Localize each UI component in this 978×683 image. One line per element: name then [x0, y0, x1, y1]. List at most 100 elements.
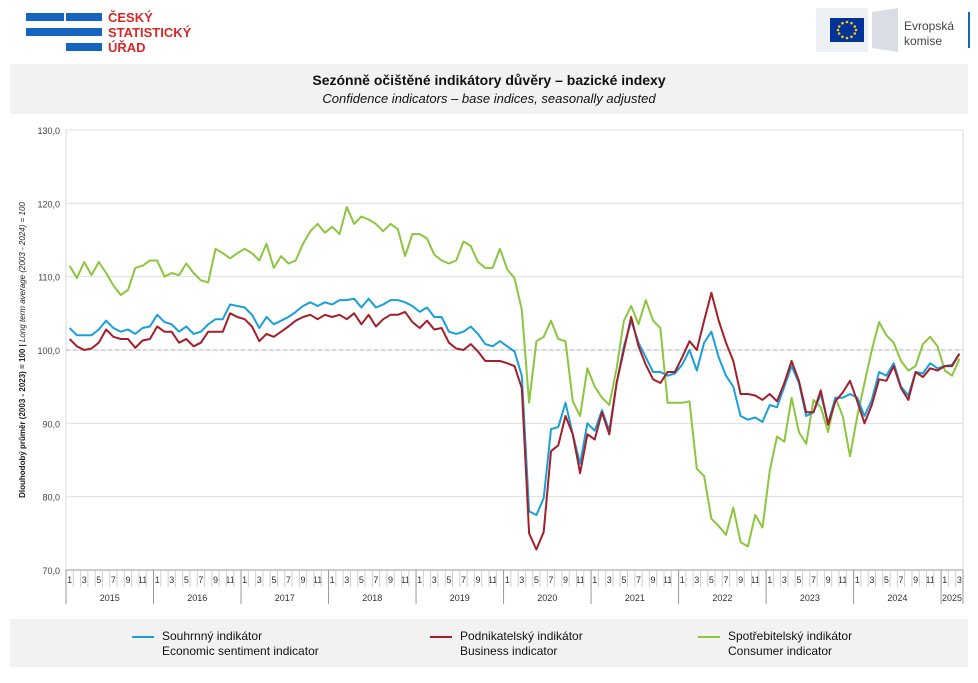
csu-logo-text: ÚŘAD — [108, 40, 146, 55]
x-tick-label: 11 — [400, 575, 409, 585]
x-tick-label: 3 — [957, 575, 962, 585]
x-tick-label: 1 — [67, 575, 72, 585]
x-year-label: 2020 — [537, 593, 557, 603]
chart-subtitle: Confidence indicators – base indices, se… — [322, 91, 656, 106]
x-tick-label: 3 — [169, 575, 174, 585]
x-tick-label: 3 — [782, 575, 787, 585]
logo-bar — [66, 13, 102, 21]
x-tick-label: 5 — [184, 575, 189, 585]
y-tick-label: 90,0 — [42, 419, 60, 429]
x-tick-label: 11 — [926, 575, 935, 585]
x-tick-label: 9 — [826, 575, 831, 585]
ec-logo-text: Evropská — [904, 19, 954, 33]
legend-swatch-sentiment — [132, 636, 154, 638]
csu-logo: ČESKÝ STATISTICKÝ ÚŘAD — [26, 10, 192, 55]
x-tick-label: 9 — [301, 575, 306, 585]
x-tick-label: 9 — [476, 575, 481, 585]
x-year-label: 2016 — [187, 593, 207, 603]
chart-title: Sezónně očištěné indikátory důvěry – baz… — [312, 72, 666, 88]
x-tick-label: 11 — [750, 575, 759, 585]
y-tick-label: 130,0 — [37, 126, 60, 136]
x-tick-label: 5 — [709, 575, 714, 585]
x-tick-label: 9 — [651, 575, 656, 585]
x-tick-label: 1 — [330, 575, 335, 585]
y-axis-label: Dlouhodobý průměr (2003 - 2023) = 100 | … — [18, 202, 27, 498]
y-tick-label: 80,0 — [42, 493, 60, 503]
series-line-sentiment — [68, 297, 961, 516]
series-line-consumer — [68, 206, 961, 548]
logo-bar — [66, 43, 102, 51]
legend-label: Spotřebitelský indikátor — [728, 629, 853, 643]
ec-logo-text: komise — [904, 34, 942, 48]
x-tick-label: 7 — [111, 575, 116, 585]
legend-swatch-consumer — [698, 636, 720, 638]
x-tick-label: 5 — [359, 575, 364, 585]
x-tick-label: 5 — [271, 575, 276, 585]
legend-label-en: Business indicator — [460, 644, 558, 658]
x-tick-label: 3 — [869, 575, 874, 585]
x-tick-label: 7 — [548, 575, 553, 585]
x-tick-label: 9 — [125, 575, 130, 585]
y-tick-label: 100,0 — [37, 346, 60, 356]
x-tick-label: 7 — [811, 575, 816, 585]
legend-label: Souhrnný indikátor — [162, 629, 263, 643]
x-tick-label: 7 — [636, 575, 641, 585]
x-tick-label: 11 — [838, 575, 847, 585]
x-year-label: 2019 — [450, 593, 470, 603]
x-year-label: 2022 — [712, 593, 732, 603]
x-tick-label: 3 — [432, 575, 437, 585]
x-tick-label: 11 — [663, 575, 672, 585]
x-tick-label: 5 — [796, 575, 801, 585]
x-tick-label: 1 — [155, 575, 160, 585]
x-tick-label: 7 — [899, 575, 904, 585]
x-tick-label: 11 — [313, 575, 322, 585]
y-tick-label: 120,0 — [37, 199, 60, 209]
x-tick-label: 9 — [738, 575, 743, 585]
x-year-label: 2015 — [100, 593, 120, 603]
y-tick-label: 70,0 — [42, 566, 60, 576]
x-tick-label: 5 — [446, 575, 451, 585]
x-tick-label: 7 — [723, 575, 728, 585]
x-tick-label: 5 — [621, 575, 626, 585]
x-tick-label: 7 — [286, 575, 291, 585]
x-tick-label: 1 — [680, 575, 685, 585]
x-tick-label: 5 — [534, 575, 539, 585]
x-tick-label: 3 — [519, 575, 524, 585]
x-tick-label: 3 — [82, 575, 87, 585]
x-year-label: 2023 — [800, 593, 820, 603]
csu-logo-text: ČESKÝ — [108, 10, 153, 25]
x-tick-label: 3 — [257, 575, 262, 585]
x-tick-label: 11 — [575, 575, 584, 585]
x-tick-label: 3 — [607, 575, 612, 585]
x-tick-label: 1 — [855, 575, 860, 585]
logo-bar — [26, 28, 102, 36]
x-tick-label: 1 — [592, 575, 597, 585]
x-year-label: 2017 — [275, 593, 295, 603]
x-tick-label: 1 — [505, 575, 510, 585]
x-tick-label: 3 — [694, 575, 699, 585]
legend-label-en: Economic sentiment indicator — [162, 644, 319, 658]
x-tick-label: 1 — [242, 575, 247, 585]
x-year-label: 2025 — [942, 593, 962, 603]
x-tick-label: 5 — [884, 575, 889, 585]
x-tick-label: 11 — [225, 575, 234, 585]
x-tick-label: 9 — [563, 575, 568, 585]
series-line-business — [68, 291, 961, 551]
x-year-label: 2018 — [362, 593, 382, 603]
x-tick-label: 5 — [96, 575, 101, 585]
european-commission-logo: Evropská komise — [816, 8, 970, 52]
x-tick-label: 3 — [344, 575, 349, 585]
legend-label: Podnikatelský indikátor — [460, 629, 583, 643]
legend-label-en: Consumer indicator — [728, 644, 833, 658]
x-tick-label: 7 — [198, 575, 203, 585]
x-tick-label: 1 — [417, 575, 422, 585]
x-tick-label: 7 — [461, 575, 466, 585]
x-tick-label: 1 — [767, 575, 772, 585]
x-tick-label: 11 — [138, 575, 147, 585]
csu-logo-text: STATISTICKÝ — [108, 25, 192, 40]
x-tick-label: 11 — [488, 575, 497, 585]
x-tick-label: 1 — [942, 575, 947, 585]
y-tick-label: 110,0 — [38, 273, 60, 283]
x-tick-label: 7 — [373, 575, 378, 585]
x-year-label: 2024 — [887, 593, 907, 603]
